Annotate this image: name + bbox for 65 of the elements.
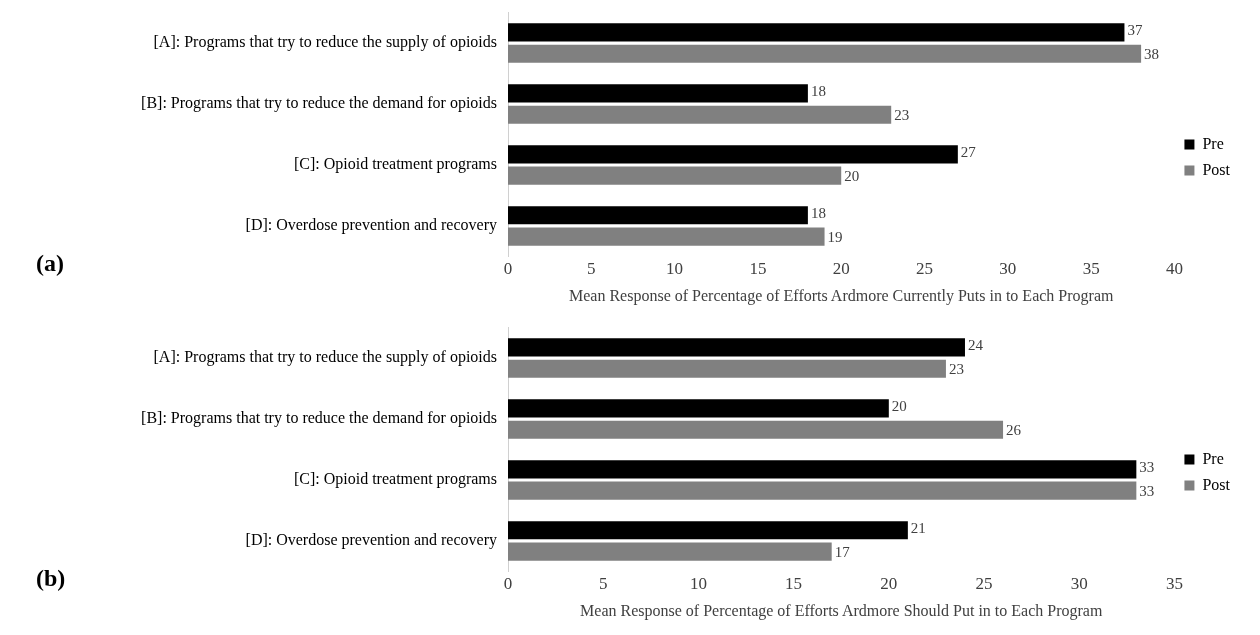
- data-label: 26: [1006, 422, 1022, 439]
- x-tick-label: 35: [1082, 259, 1100, 279]
- data-label: 21: [910, 519, 926, 536]
- x-tick-label: 10: [666, 259, 684, 279]
- data-label: 37: [1127, 21, 1143, 38]
- data-label: 23: [948, 361, 964, 378]
- data-label: 19: [827, 229, 843, 246]
- bar: [508, 227, 825, 246]
- bar: [508, 338, 965, 357]
- legend-label: Post: [1202, 160, 1231, 178]
- x-tick-label: 5: [598, 574, 608, 594]
- bar: [508, 44, 1142, 63]
- bar: [508, 166, 842, 185]
- data-label: 17: [834, 544, 851, 561]
- bar: [508, 521, 908, 540]
- data-label: 20: [844, 168, 860, 185]
- x-tick-label: 0: [503, 574, 513, 594]
- x-tick-label: 20: [832, 259, 850, 279]
- x-axis-title: Mean Response of Percentage of Efforts Ardmore Currently Puts in to Each Program: [568, 286, 1114, 305]
- y-tick-label: [A]: Programs that try to reduce the supply of opioids: [153, 33, 497, 52]
- y-tick-label: [B]: Programs that try to reduce the demand for opioids: [141, 409, 497, 428]
- y-tick-label: [D]: Overdose prevention and recovery: [245, 531, 497, 550]
- y-tick-label: [C]: Opioid treatment programs: [293, 155, 497, 174]
- legend-label: Pre: [1202, 134, 1224, 152]
- bar: [508, 399, 889, 418]
- bar: [508, 481, 1137, 500]
- bar: [508, 145, 958, 164]
- y-tick-label: [A]: Programs that try to reduce the supply of opioids: [153, 348, 497, 367]
- legend-label: Pre: [1202, 449, 1224, 467]
- legend-label: Post: [1202, 475, 1231, 493]
- x-tick-label: 30: [1070, 574, 1088, 594]
- data-label: 24: [967, 336, 984, 353]
- data-label: 33: [1139, 483, 1155, 500]
- x-tick-label: 20: [880, 574, 898, 594]
- bar: [508, 359, 946, 378]
- x-tick-label: 0: [503, 259, 513, 279]
- data-label: 18: [810, 204, 826, 221]
- x-tick-label: 25: [975, 574, 993, 594]
- data-label: 27: [960, 143, 977, 160]
- bar: [508, 206, 808, 225]
- data-label: 18: [810, 82, 826, 99]
- bar: [508, 542, 832, 561]
- bar: [508, 460, 1137, 479]
- data-label: 33: [1139, 458, 1155, 475]
- text: (b): [36, 565, 66, 592]
- x-tick-label: 30: [999, 259, 1017, 279]
- data-label: 20: [891, 397, 907, 414]
- x-tick-label: 35: [1165, 574, 1183, 594]
- x-tick-label: 15: [785, 574, 803, 594]
- x-tick-label: 25: [916, 259, 934, 279]
- y-tick-label: [B]: Programs that try to reduce the demand for opioids: [141, 94, 497, 113]
- y-tick-label: [D]: Overdose prevention and recovery: [245, 216, 497, 235]
- data-label: 23: [894, 107, 910, 124]
- bar: [508, 105, 892, 124]
- bar: [508, 84, 808, 103]
- x-axis-title: Mean Response of Percentage of Efforts Ardmore Should Put in to Each Program: [580, 601, 1103, 620]
- x-tick-label: 10: [689, 574, 707, 594]
- y-tick-label: [C]: Opioid treatment programs: [293, 470, 497, 489]
- text: (a): [36, 250, 64, 277]
- x-tick-label: 15: [749, 259, 767, 279]
- bar: [508, 420, 1004, 439]
- x-tick-label: 40: [1165, 259, 1183, 279]
- bar: [508, 23, 1125, 42]
- x-tick-label: 5: [587, 259, 596, 279]
- data-label: 38: [1144, 46, 1160, 63]
